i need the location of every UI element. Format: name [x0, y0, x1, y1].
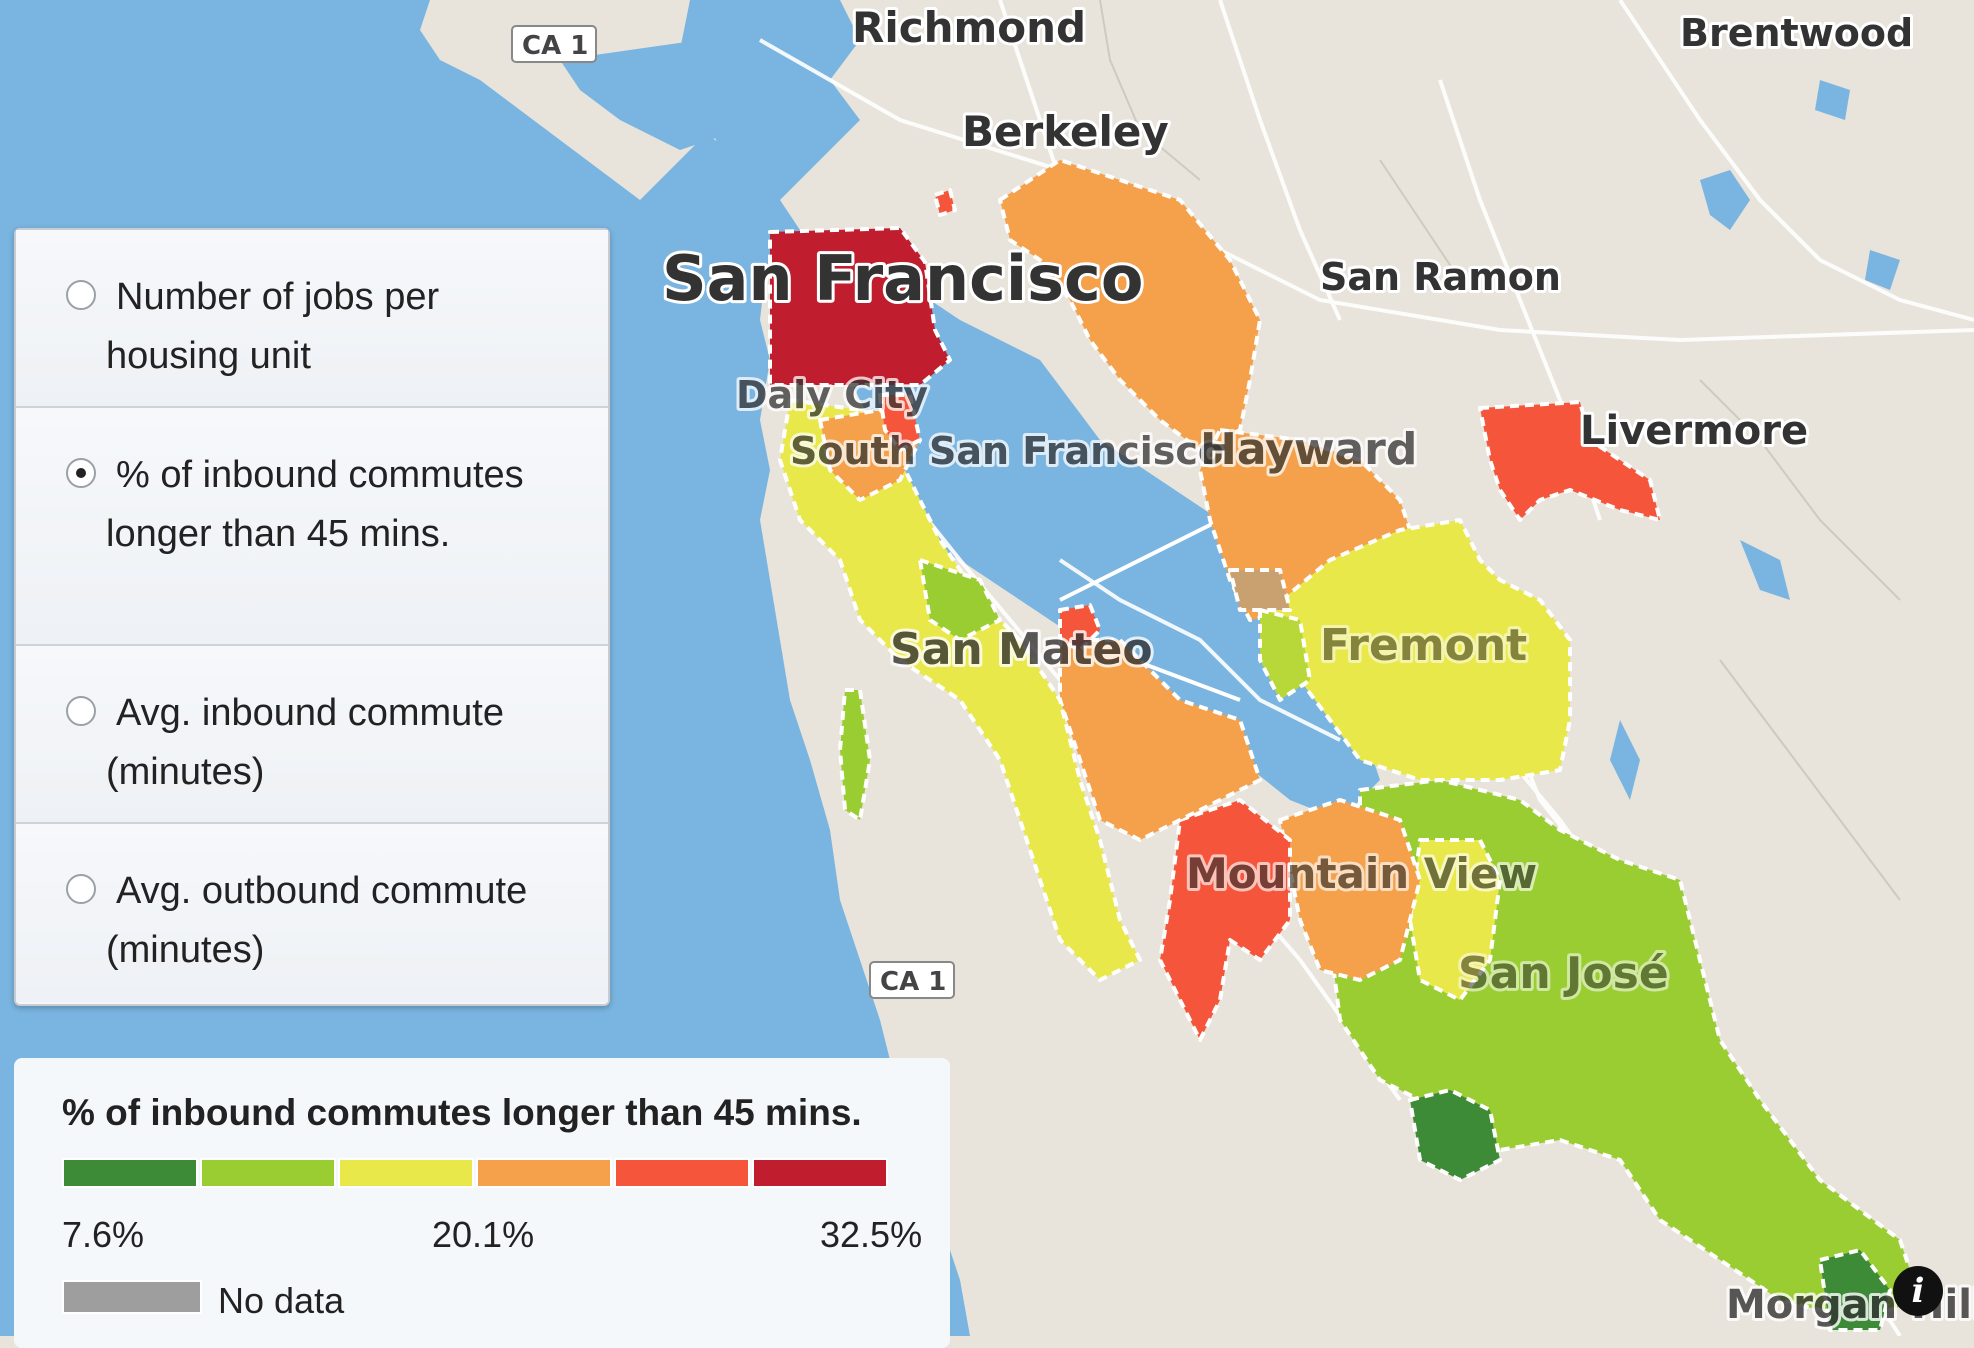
option-label: Avg. outbound commute (minutes): [106, 870, 528, 971]
option-label: Avg. inbound commute (minutes): [106, 692, 504, 793]
place-label: San Mateo: [890, 624, 1153, 675]
info-icon[interactable]: i: [1893, 1266, 1943, 1316]
svg-text:CA 1: CA 1: [880, 967, 946, 997]
place-label: Hayward: [1200, 424, 1417, 475]
color-scale: [62, 1158, 890, 1188]
highway-shield: CA 1: [511, 25, 597, 63]
legend-title: % of inbound commutes longer than 45 min…: [62, 1092, 862, 1133]
radio-button[interactable]: [66, 874, 96, 904]
highway-shield: CA 1: [869, 961, 955, 999]
legend: % of inbound commutes longer than 45 min…: [14, 1058, 950, 1348]
place-label: Richmond: [852, 3, 1086, 52]
option-avg-outbound-commute[interactable]: Avg. outbound commute (minutes): [16, 824, 608, 1002]
no-data-swatch: [62, 1280, 202, 1314]
option-avg-inbound-commute[interactable]: Avg. inbound commute (minutes): [16, 646, 608, 824]
place-label: Daly City: [736, 373, 928, 417]
radio-button[interactable]: [66, 696, 96, 726]
radio-button[interactable]: [66, 280, 96, 310]
scale-swatch: [338, 1158, 474, 1188]
metric-selector-panel: Number of jobs per housing unit % of inb…: [14, 228, 610, 1006]
place-label: San Ramon: [1320, 255, 1561, 299]
place-label: Fremont: [1320, 620, 1527, 671]
place-label: Livermore: [1580, 408, 1808, 454]
scale-swatch: [752, 1158, 888, 1188]
svg-text:CA 1: CA 1: [522, 31, 588, 61]
place-label: Berkeley: [962, 107, 1169, 156]
no-data-label: No data: [218, 1280, 345, 1321]
option-label: Number of jobs per housing unit: [106, 276, 440, 377]
place-label: San Francisco: [662, 242, 1143, 315]
scale-swatch: [476, 1158, 612, 1188]
place-label: Brentwood: [1680, 11, 1913, 55]
scale-tick-max: 32.5%: [820, 1214, 923, 1255]
sf-bay: [680, 0, 1380, 820]
place-label: San José: [1458, 948, 1669, 999]
place-label: Mountain View: [1186, 849, 1537, 898]
radio-button-selected[interactable]: [66, 458, 96, 488]
option-label: % of inbound commutes longer than 45 min…: [106, 454, 524, 555]
place-label: South San Francisco: [790, 429, 1224, 473]
scale-swatch: [62, 1158, 198, 1188]
option-jobs-per-housing[interactable]: Number of jobs per housing unit: [16, 230, 608, 408]
scale-tick-min: 7.6%: [62, 1214, 145, 1255]
scale-swatch: [200, 1158, 336, 1188]
option-long-inbound-commutes[interactable]: % of inbound commutes longer than 45 min…: [16, 408, 608, 646]
scale-tick-mid: 20.1%: [432, 1214, 535, 1255]
scale-swatch: [614, 1158, 750, 1188]
